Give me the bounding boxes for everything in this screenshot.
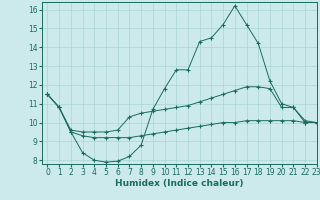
X-axis label: Humidex (Indice chaleur): Humidex (Indice chaleur) [115, 179, 244, 188]
